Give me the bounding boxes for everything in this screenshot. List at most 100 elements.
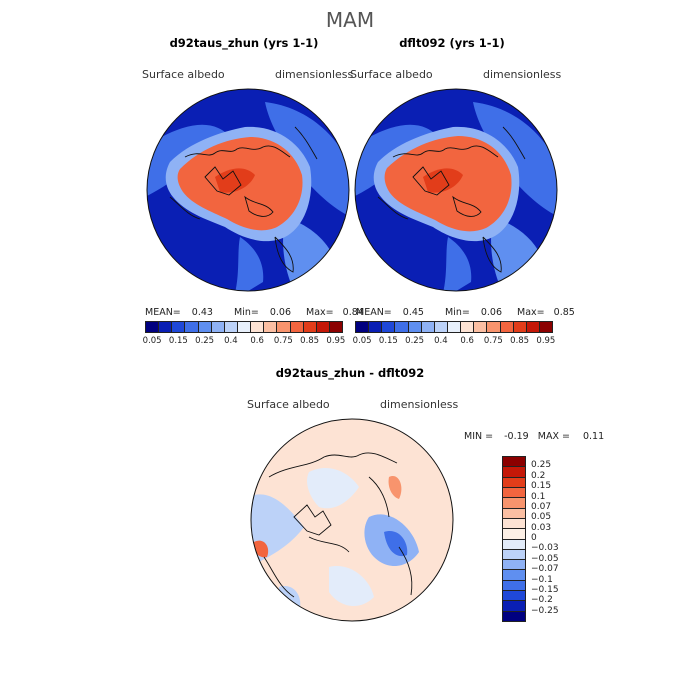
panel-2-polar-map: [354, 88, 558, 292]
panel-2-ice-core: [423, 168, 463, 193]
colorbar-swatch: [421, 322, 435, 332]
diff-min-label: MIN =: [464, 431, 494, 442]
diff-max-value: 0.11: [582, 431, 605, 442]
colorbar-swatch: [434, 322, 448, 332]
diff-colorbar-tick-label: −0.2: [531, 595, 553, 606]
panel-2-min-label: Min=: [444, 307, 470, 318]
colorbar-swatch: [198, 322, 212, 332]
diff-colorbar-swatch: [503, 601, 525, 612]
panel-2-coastlines: [377, 126, 526, 273]
colorbar-tick-label: 0.05: [352, 336, 372, 346]
panel-2-title: dflt092 (yrs 1-1): [399, 36, 505, 50]
colorbar-swatch: [264, 322, 278, 332]
panel-1-map-border: [146, 88, 350, 292]
panel-1-colorbar: [145, 321, 343, 333]
diff-panel-units: dimensionless: [380, 398, 459, 411]
colorbar-swatch: [487, 322, 501, 332]
colorbar-swatch: [539, 322, 553, 332]
panel-1-colorbar-labels: 0.05 0.15 0.25 0.4 0.6 0.75 0.85 0.95: [139, 336, 349, 346]
colorbar-tick-label: 0.6: [250, 336, 264, 346]
panel-1-max-label: Max=: [306, 307, 334, 318]
colorbar-swatch: [382, 322, 396, 332]
colorbar-swatch: [159, 322, 173, 332]
panel-2-stats: MEAN= 0.45 Min= 0.06 Max= 0.85: [356, 307, 575, 318]
colorbar-swatch: [474, 322, 488, 332]
colorbar-swatch: [303, 322, 317, 332]
diff-red-spot: [253, 540, 269, 558]
colorbar-swatch: [146, 322, 160, 332]
diff-colorbar: [502, 456, 526, 622]
colorbar-swatch: [447, 322, 462, 332]
diff-colorbar-swatch: [503, 477, 525, 488]
panel-1-max-value: 0.84: [342, 307, 364, 318]
panel-1-variable: Surface albedo: [142, 68, 225, 81]
diff-colorbar-swatch: [503, 580, 525, 592]
colorbar-tick-label: 0.6: [460, 336, 474, 346]
panel-2-mean-label: MEAN=: [356, 307, 392, 318]
colorbar-swatch: [526, 322, 540, 332]
colorbar-tick-label: 0.4: [224, 336, 238, 346]
diff-colorbar-tick-label: −0.07: [531, 564, 559, 575]
diff-colorbar-tick-label: −0.15: [531, 584, 559, 595]
diff-colorbar-swatch: [503, 570, 525, 581]
diff-colorbar-tick-label: −0.25: [531, 605, 559, 616]
diff-colorbar-tick-label: 0.1: [531, 491, 546, 502]
colorbar-swatch: [316, 322, 330, 332]
diff-colorbar-tick-label: −0.03: [531, 543, 559, 554]
colorbar-tick-label: 0.95: [536, 336, 556, 346]
colorbar-tick-label: 0.15: [378, 336, 398, 346]
panel-1-title: d92taus_zhun (yrs 1-1): [169, 36, 319, 50]
panel-2-min-value: 0.06: [480, 307, 502, 318]
diff-colorbar-swatch: [503, 539, 525, 550]
figure-title: MAM: [325, 8, 375, 32]
panel-2-max-label: Max=: [517, 307, 545, 318]
panel-2-blue-band-east: [473, 102, 557, 217]
diff-colorbar-swatch: [503, 518, 525, 530]
diff-panel-variable: Surface albedo: [247, 398, 330, 411]
diff-coastlines: [263, 452, 413, 598]
diff-colorbar-tick-label: −0.05: [531, 553, 559, 564]
diff-colorbar-tick-label: 0.07: [531, 501, 552, 512]
panel-2-map-border: [354, 88, 558, 292]
colorbar-tick-label: 0.75: [273, 336, 293, 346]
diff-map-border: [250, 418, 454, 622]
colorbar-swatch: [408, 322, 422, 332]
diff-colorbar-tick-label: 0.05: [531, 512, 552, 523]
colorbar-swatch: [290, 322, 304, 332]
diff-colorbar-tick-label: −0.1: [531, 574, 553, 585]
panel-1-coastlines: [169, 126, 318, 273]
panel-2-blue-band-sw: [443, 237, 472, 291]
colorbar-tick-label: 0.25: [405, 336, 425, 346]
diff-colorbar-swatch: [503, 487, 525, 499]
diff-colorbar-swatch: [503, 611, 525, 621]
panel-2-variable: Surface albedo: [350, 68, 433, 81]
diff-colorbar-swatch: [503, 529, 525, 540]
diff-colorbar-swatch: [503, 508, 525, 519]
panel-2-colorbar: [355, 321, 553, 333]
colorbar-swatch: [224, 322, 238, 332]
panel-1-mean-value: 0.43: [191, 307, 213, 318]
panel-2-mean-value: 0.45: [402, 307, 424, 318]
diff-colorbar-tick-label: 0.2: [531, 470, 546, 481]
diff-colorbar-tick-label: 0: [531, 533, 537, 543]
colorbar-swatch: [172, 322, 186, 332]
diff-colorbar-labels: 0.25 0.2 0.15 0.1 0.07 0.05 0.03 0 −0.03 −0.05 −0.…: [531, 456, 591, 622]
diff-polar-map: [250, 418, 454, 622]
panel-1-mean-label: MEAN=: [145, 307, 181, 318]
colorbar-swatch: [277, 322, 291, 332]
diff-colorbar-tick-label: 0.03: [531, 522, 552, 533]
colorbar-tick-label: 0.75: [483, 336, 503, 346]
panel-1-blue-band-sw: [235, 237, 264, 291]
diff-min-value: -0.19: [504, 431, 529, 442]
panel-2-units: dimensionless: [483, 68, 562, 81]
colorbar-swatch: [369, 322, 383, 332]
diff-max-label: MAX =: [537, 431, 570, 442]
diff-colorbar-swatch: [503, 549, 525, 561]
diff-colorbar-swatch: [503, 560, 525, 571]
diff-panel-title: d92taus_zhun - dflt092: [275, 366, 425, 380]
panel-1-units: dimensionless: [275, 68, 354, 81]
colorbar-swatch: [211, 322, 225, 332]
colorbar-tick-label: 0.15: [168, 336, 188, 346]
diff-stats: MIN = -0.19 MAX = 0.11: [464, 431, 604, 442]
colorbar-tick-label: 0.4: [434, 336, 448, 346]
